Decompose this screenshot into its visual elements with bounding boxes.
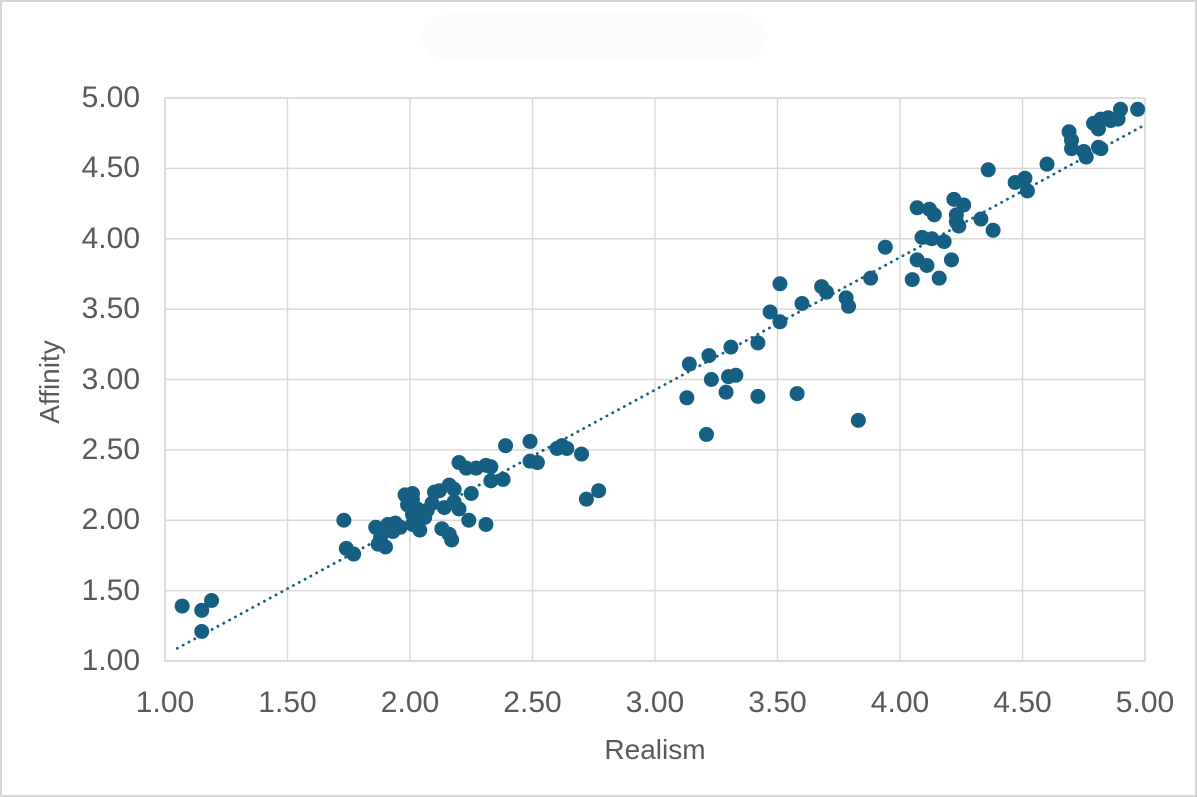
data-point bbox=[1130, 101, 1146, 117]
data-point bbox=[412, 522, 428, 538]
data-point bbox=[936, 234, 952, 250]
data-point bbox=[772, 276, 788, 292]
data-point bbox=[877, 239, 893, 255]
data-point bbox=[750, 388, 766, 404]
data-point bbox=[378, 539, 393, 555]
data-point bbox=[703, 372, 719, 387]
data-point bbox=[718, 384, 734, 400]
data-point bbox=[926, 207, 942, 223]
data-point bbox=[728, 367, 744, 383]
data-point bbox=[1019, 183, 1035, 199]
x-tick-label: 1.00 bbox=[135, 686, 195, 719]
data-point bbox=[1078, 149, 1094, 165]
data-point bbox=[863, 270, 879, 286]
y-tick-label: 3.50 bbox=[81, 292, 140, 326]
y-tick-label: 2.00 bbox=[81, 503, 140, 537]
data-point bbox=[1064, 141, 1079, 157]
data-point bbox=[346, 546, 362, 562]
data-point bbox=[750, 335, 766, 351]
data-point bbox=[483, 459, 499, 475]
data-point bbox=[578, 491, 594, 507]
data-point bbox=[772, 314, 788, 330]
x-tick-label: 3.50 bbox=[748, 686, 807, 719]
data-point bbox=[392, 519, 408, 535]
x-axis-title: Realism bbox=[604, 734, 706, 765]
y-tick-label: 4.50 bbox=[81, 151, 140, 185]
data-point bbox=[174, 598, 190, 614]
data-point bbox=[1113, 101, 1128, 117]
y-tick-label: 5.00 bbox=[81, 81, 140, 114]
data-point bbox=[446, 481, 462, 497]
x-tick-label: 2.00 bbox=[380, 686, 440, 719]
data-point bbox=[681, 356, 697, 372]
data-point bbox=[679, 390, 695, 406]
data-point bbox=[1017, 170, 1033, 186]
data-point bbox=[951, 218, 967, 234]
data-point bbox=[943, 252, 959, 268]
y-tick-label: 2.50 bbox=[81, 432, 140, 466]
data-point bbox=[463, 486, 479, 502]
data-point bbox=[336, 512, 352, 528]
data-point bbox=[723, 339, 739, 355]
data-point bbox=[924, 231, 940, 247]
y-tick-label: 4.00 bbox=[81, 221, 140, 255]
y-tick-label: 1.00 bbox=[81, 644, 140, 677]
data-point bbox=[980, 162, 996, 178]
data-point bbox=[1093, 141, 1109, 157]
data-point bbox=[701, 348, 717, 364]
x-tick-label: 4.50 bbox=[993, 686, 1052, 719]
data-point bbox=[850, 412, 866, 428]
data-point bbox=[461, 512, 477, 528]
data-point bbox=[956, 197, 972, 213]
data-point bbox=[522, 433, 538, 449]
data-point bbox=[762, 304, 778, 320]
y-tick-label: 3.00 bbox=[81, 362, 140, 396]
data-point bbox=[444, 532, 460, 548]
data-point bbox=[789, 386, 805, 402]
data-point bbox=[1039, 156, 1055, 172]
data-point bbox=[985, 222, 1001, 238]
data-point bbox=[424, 495, 440, 511]
data-point bbox=[478, 516, 494, 532]
data-point bbox=[794, 295, 810, 311]
data-point bbox=[451, 501, 467, 517]
x-tick-label: 4.00 bbox=[870, 686, 930, 719]
trendline bbox=[175, 124, 1144, 650]
y-axis-title: Affinity bbox=[34, 340, 65, 424]
data-point bbox=[559, 440, 575, 456]
data-point bbox=[909, 200, 925, 216]
plot-border bbox=[164, 97, 1146, 662]
data-point bbox=[495, 471, 511, 487]
data-point bbox=[574, 446, 589, 462]
redacted-chart-title bbox=[422, 14, 767, 60]
data-point bbox=[194, 623, 210, 639]
data-point bbox=[194, 602, 210, 618]
data-point bbox=[591, 483, 607, 499]
y-tick-label: 1.50 bbox=[81, 573, 140, 607]
data-point bbox=[931, 270, 947, 286]
data-point bbox=[698, 426, 714, 442]
data-point bbox=[529, 455, 545, 471]
data-point bbox=[483, 473, 499, 489]
data-point bbox=[973, 211, 989, 227]
x-tick-label: 2.50 bbox=[503, 686, 562, 719]
x-tick-label: 1.50 bbox=[258, 686, 317, 719]
x-tick-label: 5.00 bbox=[1115, 686, 1175, 719]
data-point bbox=[841, 298, 857, 314]
data-point bbox=[498, 438, 514, 454]
x-tick-label: 3.00 bbox=[625, 686, 685, 719]
data-point bbox=[904, 272, 920, 288]
data-point bbox=[919, 257, 935, 273]
data-point bbox=[819, 284, 834, 300]
data-point bbox=[204, 592, 220, 608]
